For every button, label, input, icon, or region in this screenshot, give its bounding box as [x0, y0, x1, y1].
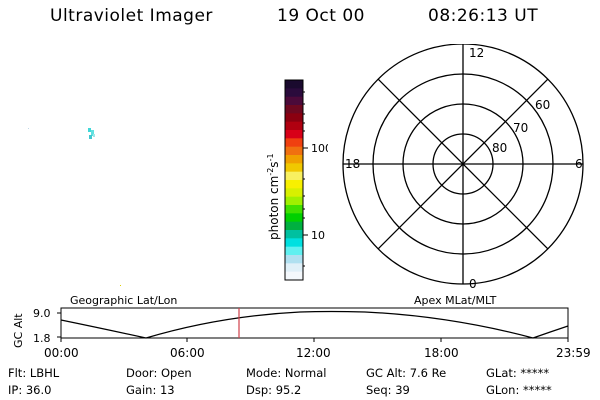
- mlt-0-label: 0: [469, 277, 477, 290]
- color-bar: [285, 80, 303, 281]
- date-label: 19 Oct 00: [277, 6, 365, 26]
- color-band: [285, 263, 303, 273]
- color-band: [285, 163, 303, 173]
- info-seq: Seq: 39: [366, 383, 410, 397]
- orbit-plot: GC Alt 9.0 1.8 00:00 06:00 12:00 18:00 2…: [12, 307, 591, 360]
- color-band: [285, 271, 303, 281]
- info-filter: Flt: LBHL: [8, 366, 60, 380]
- color-band: [285, 205, 303, 214]
- lat-60-label: 60: [535, 98, 550, 112]
- polar-plot: 12 0 18 6 60 70 80: [342, 44, 584, 290]
- app-title: Ultraviolet Imager: [50, 6, 213, 26]
- info-mode: Mode: Normal: [246, 366, 327, 380]
- info-dsp: Dsp: 95.2: [246, 383, 302, 397]
- color-bar-label: photon cm-2s-1: [266, 153, 281, 240]
- mlt-18-label: 18: [345, 157, 360, 171]
- time-label: 08:26:13 UT: [428, 6, 539, 26]
- info-glon: GLon: *****: [486, 383, 552, 397]
- mlt-6-label: 6: [575, 157, 583, 171]
- color-band: [285, 221, 303, 231]
- color-band: [285, 246, 303, 256]
- color-band: [285, 130, 303, 139]
- y-axis-title: GC Alt: [12, 313, 25, 348]
- info-gain: Gain: 13: [126, 383, 175, 397]
- x-tick-label: 23:59: [556, 346, 591, 360]
- info-door: Door: Open: [126, 366, 192, 380]
- tick-label-10: 10: [311, 229, 325, 242]
- color-band: [285, 146, 303, 156]
- imager-frame: [28, 128, 121, 286]
- lat-80-label: 80: [492, 141, 507, 155]
- info-gc-alt: GC Alt: 7.6 Re: [366, 366, 447, 380]
- color-band: [285, 255, 303, 264]
- noise-pixel: [28, 128, 29, 129]
- color-band: [285, 196, 303, 206]
- geo-label: Geographic Lat/Lon: [70, 294, 178, 307]
- color-bar-border: [284, 79, 304, 281]
- color-band: [285, 180, 303, 189]
- color-band: [285, 230, 303, 239]
- diagonal-line: [377, 78, 549, 250]
- mlt-12-label: 12: [469, 46, 484, 60]
- y-max-label: 9.0: [33, 307, 51, 320]
- color-band: [285, 96, 303, 106]
- x-tick-label: 06:00: [170, 346, 205, 360]
- noise-pixel: [120, 285, 121, 286]
- color-band: [285, 238, 303, 248]
- apex-label: Apex MLat/MLT: [414, 294, 497, 307]
- lat-70-label: 70: [513, 121, 528, 135]
- altitude-curve: [60, 310, 569, 339]
- x-tick-label: 12:00: [296, 346, 331, 360]
- aurora-spot: [88, 128, 95, 139]
- color-band: [285, 155, 303, 164]
- color-band: [285, 80, 303, 89]
- color-band: [285, 88, 303, 98]
- info-glat: GLat: *****: [486, 366, 550, 380]
- orbit-frame: [60, 307, 569, 339]
- tick-label-100: 100: [311, 142, 328, 155]
- color-band: [285, 138, 303, 148]
- color-band: [285, 113, 303, 123]
- color-band: [285, 171, 303, 181]
- color-band: [285, 121, 303, 131]
- info-ip: IP: 36.0: [8, 383, 52, 397]
- color-scale: 100 10 photon cm-2s-1: [266, 79, 328, 281]
- x-tick-label: 18:00: [424, 346, 459, 360]
- color-band: [285, 105, 303, 114]
- y-min-label: 1.8: [33, 332, 51, 345]
- color-band: [285, 188, 303, 198]
- color-band: [285, 213, 303, 223]
- x-tick-label: 00:00: [44, 346, 79, 360]
